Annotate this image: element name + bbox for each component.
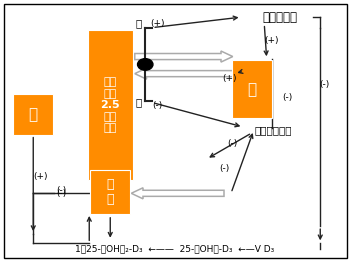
Polygon shape: [103, 159, 118, 179]
Text: (-): (-): [56, 186, 66, 195]
Text: (-): (-): [282, 93, 292, 102]
Text: 甲状旁腺激素: 甲状旁腺激素: [254, 125, 292, 135]
FancyBboxPatch shape: [13, 94, 53, 135]
Text: 1，25-（OH）₂-D₃  ←——  25-（OH）-D₃  ←—V D₃: 1，25-（OH）₂-D₃ ←—— 25-（OH）-D₃ ←—V D₃: [75, 244, 275, 253]
Text: (-): (-): [219, 164, 229, 173]
Polygon shape: [131, 188, 224, 199]
FancyBboxPatch shape: [88, 30, 133, 180]
Text: (+): (+): [264, 36, 279, 45]
Text: 肾
脏: 肾 脏: [106, 178, 114, 206]
Text: (+): (+): [150, 19, 165, 28]
Text: (-): (-): [320, 80, 330, 89]
Text: (+): (+): [33, 172, 48, 181]
Text: 肠: 肠: [29, 107, 38, 122]
Text: 低: 低: [135, 98, 141, 108]
Polygon shape: [135, 51, 233, 62]
Text: 骨: 骨: [247, 82, 257, 97]
Text: (+): (+): [222, 74, 237, 83]
Text: (-): (-): [56, 189, 66, 198]
Polygon shape: [135, 68, 233, 79]
Circle shape: [138, 59, 153, 70]
Text: 高: 高: [135, 19, 141, 29]
FancyBboxPatch shape: [232, 60, 272, 118]
Text: 降　钙　素: 降 钙 素: [262, 11, 298, 24]
Text: 血浆
中钙
2.5
毫摩
每升: 血浆 中钙 2.5 毫摩 每升: [100, 77, 120, 133]
FancyBboxPatch shape: [90, 170, 130, 214]
Text: (-): (-): [152, 101, 163, 110]
Text: (-): (-): [228, 139, 238, 148]
